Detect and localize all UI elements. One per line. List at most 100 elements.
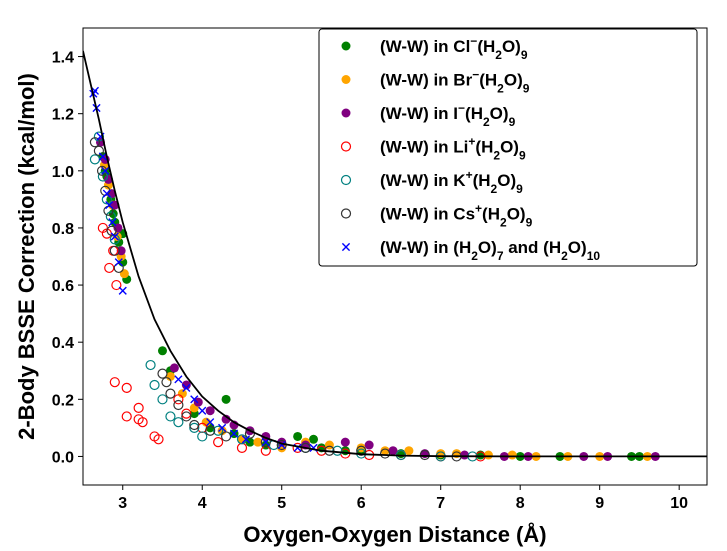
- data-point: [364, 440, 374, 450]
- data-point: [165, 371, 175, 381]
- legend-entry: (W-W) in K+(H2O)9: [340, 168, 523, 196]
- data-point: [189, 422, 200, 433]
- data-point: [102, 189, 111, 198]
- legend-label-subscript: 2: [483, 115, 490, 129]
- data-point: [181, 380, 191, 390]
- y-tick-label: 0.4: [52, 335, 74, 352]
- x-axis-title: Oxygen-Oxygen Distance (Å): [243, 521, 546, 547]
- legend-label: (W-W) in K+(H2O)9: [380, 168, 523, 196]
- y-tick-label: 1.2: [52, 107, 74, 124]
- data-point: [507, 450, 517, 460]
- legend-label-part: O): [490, 104, 509, 123]
- data-point: [483, 450, 493, 460]
- data-point: [261, 438, 270, 447]
- legend-marker: [341, 75, 351, 84]
- legend-marker: [340, 141, 352, 152]
- data-point: [153, 434, 164, 445]
- legend-label-subscript: 9: [521, 48, 528, 62]
- data-point: [309, 434, 319, 444]
- legend-label-subscript: 9: [509, 115, 516, 129]
- x-tick-label: 9: [595, 495, 604, 512]
- data-point: [109, 245, 120, 256]
- data-point: [181, 408, 192, 419]
- legend-label-subscript: 9: [516, 182, 523, 196]
- data-point: [293, 431, 303, 441]
- legend-label-base: (W-W) in (H: [380, 238, 471, 257]
- data-point: [177, 389, 187, 399]
- plot-frame: [82, 27, 708, 486]
- data-point: [332, 445, 343, 456]
- data-point: [460, 450, 470, 460]
- legend-label: (W-W) in Cl−(H2O)9: [380, 34, 528, 62]
- legend-entry: (W-W) in I−(H2O)9: [341, 101, 516, 129]
- legend-entry: (W-W) in Cl−(H2O)9: [341, 34, 528, 62]
- legend-label-charge: −: [472, 68, 479, 82]
- data-point: [380, 446, 390, 456]
- data-point: [106, 225, 117, 236]
- data-point: [165, 388, 176, 399]
- data-point: [157, 368, 168, 379]
- legend-label-part: O): [507, 205, 526, 224]
- legend-label-charge: −: [458, 101, 465, 115]
- legend-label-part: (H: [482, 205, 500, 224]
- data-point: [173, 399, 184, 411]
- data-point: [101, 166, 110, 175]
- legend-label-part: O): [504, 71, 523, 90]
- plot-area: [82, 27, 708, 486]
- legend-entry: (W-W) in (H2O)7 and (H2O)10: [341, 238, 600, 263]
- data-point: [173, 417, 184, 428]
- data-point: [157, 394, 168, 405]
- data-point: [205, 425, 216, 436]
- data-point: [379, 448, 391, 459]
- x-tick-label: 7: [436, 495, 445, 512]
- legend-label-subscript: 2: [495, 48, 502, 62]
- legend-label-part: and (H: [504, 238, 562, 257]
- y-axis: 0.0 0.2 0.4 0.6 0.8 1.0 1.2 1.4: [52, 50, 83, 466]
- data-point: [105, 200, 114, 210]
- data-point: [356, 445, 367, 456]
- legend-label-base: (W-W) in Br: [380, 71, 473, 90]
- data-point: [174, 375, 183, 384]
- legend-label-charge: +: [468, 135, 475, 149]
- data-point: [213, 437, 224, 448]
- legend-label-subscript: 7: [497, 249, 504, 263]
- legend-marker: [340, 174, 352, 186]
- x-tick-label: 4: [198, 495, 207, 512]
- legend-entry: (W-W) in Li+(H2O)9: [340, 135, 526, 163]
- data-point: [218, 423, 227, 432]
- data-point: [404, 446, 414, 456]
- data-point: [245, 437, 255, 447]
- legend-label-part: O): [502, 37, 521, 56]
- legend-label-subscript: 2: [561, 249, 568, 263]
- legend-label-subscript: 9: [519, 149, 526, 163]
- data-point: [133, 402, 144, 413]
- data-point: [221, 394, 231, 404]
- legend-label-part: O): [568, 238, 587, 257]
- data-point: [198, 406, 207, 415]
- data-point: [190, 395, 199, 404]
- data-point: [109, 234, 120, 245]
- legend-label-part: (H: [465, 104, 483, 123]
- legend-box: [318, 28, 698, 267]
- legend-label-subscript: 2: [493, 149, 500, 163]
- legend-label: (W-W) in Li+(H2O)9: [380, 135, 526, 163]
- legend-label-subscript: 9: [523, 82, 530, 96]
- data-point: [161, 377, 172, 388]
- legend-label: (W-W) in Br−(H2O)9: [380, 68, 530, 96]
- data-point: [118, 286, 127, 295]
- x-tick-label: 5: [277, 495, 286, 512]
- y-tick-label: 1.0: [52, 164, 74, 181]
- y-axis-title: 2-Body BSSE Correction (kcal/mol): [14, 73, 39, 440]
- data-point: [193, 397, 203, 407]
- data-point: [181, 411, 192, 422]
- legend-marker: [341, 108, 351, 118]
- legend-label-part: O): [500, 138, 519, 157]
- legend-label-base: (W-W) in Cl: [380, 37, 470, 56]
- data-point: [98, 152, 107, 161]
- data-point: [197, 431, 208, 442]
- legend-label-subscript: 9: [526, 216, 533, 230]
- legend-label-subscript: 2: [500, 216, 507, 230]
- legend-label-base: (W-W) in I: [380, 104, 458, 123]
- data-point: [157, 346, 167, 356]
